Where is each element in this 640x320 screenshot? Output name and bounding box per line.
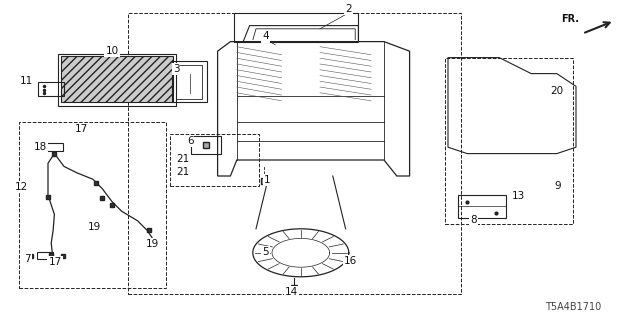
Text: 6: 6 xyxy=(187,136,193,147)
Polygon shape xyxy=(61,56,173,102)
Text: 12: 12 xyxy=(15,182,28,192)
Text: 18: 18 xyxy=(34,141,47,152)
Text: 2: 2 xyxy=(346,4,352,14)
Text: 10: 10 xyxy=(106,46,118,56)
Text: 17: 17 xyxy=(76,124,88,134)
Text: 21: 21 xyxy=(176,167,189,177)
Text: 21: 21 xyxy=(176,154,189,164)
Text: 20: 20 xyxy=(550,86,563,96)
Text: 9: 9 xyxy=(555,180,561,191)
Text: 8: 8 xyxy=(470,215,477,225)
Text: 5: 5 xyxy=(262,247,269,257)
Text: 4: 4 xyxy=(262,31,269,42)
Text: 1: 1 xyxy=(264,175,271,185)
Text: 13: 13 xyxy=(512,191,525,201)
Text: 16: 16 xyxy=(344,256,357,266)
Text: 7: 7 xyxy=(24,253,31,264)
Text: 3: 3 xyxy=(173,64,179,74)
Text: 14: 14 xyxy=(285,287,298,297)
Text: FR.: FR. xyxy=(561,14,579,24)
Text: 17: 17 xyxy=(49,257,61,267)
Text: 19: 19 xyxy=(88,222,101,232)
Text: 11: 11 xyxy=(20,76,33,86)
Text: 19: 19 xyxy=(146,239,159,249)
Text: T5A4B1710: T5A4B1710 xyxy=(545,302,602,312)
